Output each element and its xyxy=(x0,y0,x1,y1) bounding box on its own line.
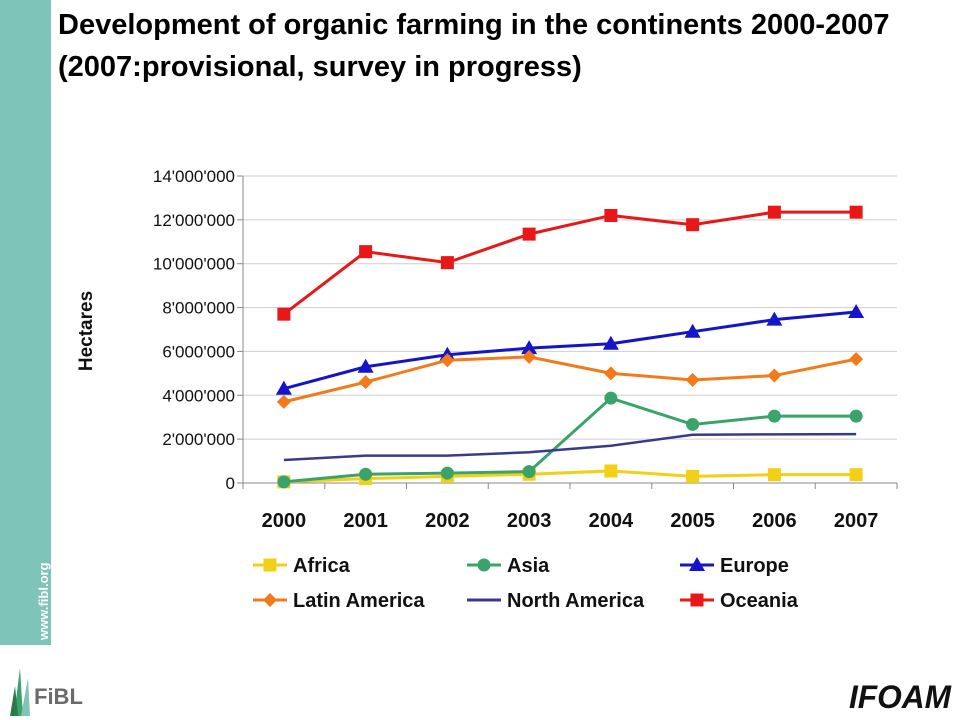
x-tick-label: 2006 xyxy=(752,510,797,532)
x-tick-label: 2000 xyxy=(262,510,307,532)
series-line-latin-america xyxy=(283,355,857,404)
x-tick-label: 2003 xyxy=(507,510,552,532)
data-point-latin-america xyxy=(276,394,291,409)
series-line-oceania xyxy=(282,210,857,316)
y-axis-label: Hectares xyxy=(76,291,97,371)
data-point-oceania xyxy=(277,307,291,321)
data-point-latin-america xyxy=(685,372,700,387)
data-point-africa xyxy=(767,468,781,482)
legend-label-asia: Asia xyxy=(507,555,550,577)
data-point-latin-america xyxy=(522,349,537,364)
y-tick-label: 2'000'000 xyxy=(162,430,235,449)
data-point-latin-america xyxy=(358,375,373,390)
data-point-latin-america xyxy=(767,368,782,383)
fibl-logo-text: FiBL xyxy=(34,684,83,709)
data-point-asia xyxy=(767,409,781,423)
legend-marker-asia xyxy=(477,558,491,572)
y-tick-label: 14'000'000 xyxy=(153,167,235,186)
data-point-oceania xyxy=(522,227,536,241)
data-point-europe xyxy=(684,323,701,338)
data-point-oceania xyxy=(686,218,700,232)
x-tick-label: 2007 xyxy=(834,510,879,532)
data-point-asia xyxy=(359,467,373,481)
data-point-latin-america xyxy=(440,353,455,368)
data-point-asia xyxy=(686,417,700,431)
sidebar-band xyxy=(0,0,51,645)
data-point-oceania xyxy=(767,205,781,219)
legend-label-north-america: North America xyxy=(507,590,645,612)
series-line-europe xyxy=(283,310,857,391)
legend-marker-europe xyxy=(689,557,705,571)
legend-label-europe: Europe xyxy=(720,555,789,577)
y-tick-label: 10'000'000 xyxy=(153,255,235,274)
data-point-oceania xyxy=(604,208,618,222)
data-point-europe xyxy=(357,358,374,373)
series-line-africa xyxy=(283,469,857,484)
legend-label-latin-america: Latin America xyxy=(293,590,425,612)
legend-marker-latin-america xyxy=(263,593,277,607)
legend-label-africa: Africa xyxy=(293,555,351,577)
y-tick-label: 6'000'000 xyxy=(162,342,235,361)
data-point-europe xyxy=(848,303,865,318)
data-point-africa xyxy=(686,469,700,483)
page-title: Development of organic farming in the co… xyxy=(58,9,890,83)
ifoam-logo-text: IFOAM xyxy=(849,679,952,715)
y-tick-label: 4'000'000 xyxy=(162,386,235,405)
x-tick-label: 2004 xyxy=(589,510,634,532)
data-point-africa xyxy=(604,464,618,478)
data-point-africa xyxy=(849,468,863,482)
series-line-north-america xyxy=(283,432,857,462)
data-point-oceania xyxy=(359,245,373,259)
data-point-asia xyxy=(277,475,291,489)
y-tick-label: 0 xyxy=(226,474,235,493)
x-tick-label: 2002 xyxy=(425,510,470,532)
data-point-asia xyxy=(522,465,536,479)
legend-marker-oceania xyxy=(690,593,704,607)
legend-marker-africa xyxy=(263,558,277,572)
fibl-logo: FiBL xyxy=(6,656,88,720)
y-tick-label: 12'000'000 xyxy=(153,211,235,230)
data-point-oceania xyxy=(440,256,454,270)
data-point-europe xyxy=(275,380,292,395)
chart: 0 2'000'000 4'000'000 6'000'000 8'000'000 10'… xyxy=(76,167,898,612)
data-point-oceania xyxy=(849,205,863,219)
x-tick-label: 2001 xyxy=(343,510,388,532)
data-point-europe xyxy=(766,311,783,326)
data-point-asia xyxy=(604,391,618,405)
legend-label-oceania: Oceania xyxy=(720,590,799,612)
data-point-latin-america xyxy=(849,352,864,367)
data-point-europe xyxy=(521,340,538,355)
ifoam-logo: IFOAM xyxy=(849,679,952,715)
x-tick-label: 2005 xyxy=(670,510,715,532)
data-point-latin-america xyxy=(603,366,618,381)
data-point-asia xyxy=(849,409,863,423)
data-point-asia xyxy=(440,466,454,480)
series-line-asia xyxy=(283,396,857,484)
y-tick-label: 8'000'000 xyxy=(162,299,235,318)
data-point-europe xyxy=(602,335,619,350)
